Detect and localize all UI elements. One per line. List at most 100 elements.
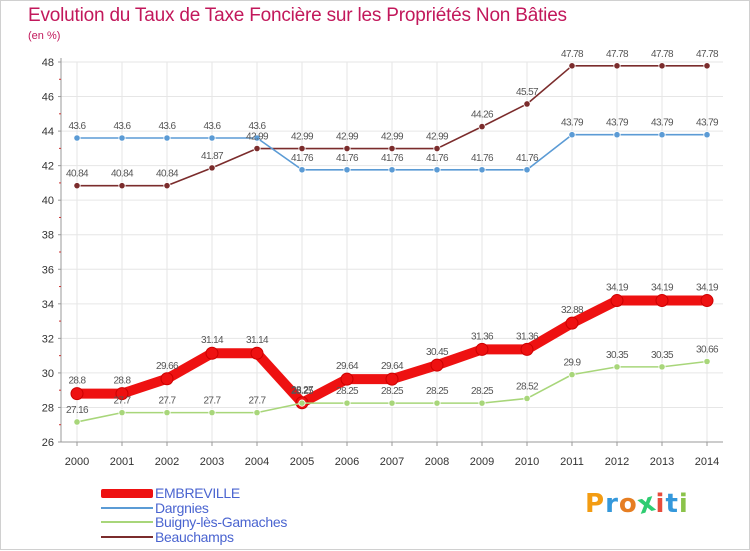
data-label: 31.36 (516, 331, 539, 342)
data-point (208, 409, 216, 417)
data-label: 30.35 (606, 350, 629, 361)
data-point (253, 144, 261, 153)
data-label: 41.76 (426, 153, 449, 164)
data-label: 43.6 (248, 121, 266, 132)
legend-label: EMBREVILLE (155, 485, 240, 501)
y-tick-label: 34 (42, 299, 54, 311)
data-label: 31.14 (201, 335, 224, 346)
data-label: 40.84 (66, 169, 89, 180)
data-point (163, 182, 171, 190)
x-tick-label: 2000 (65, 456, 89, 468)
data-point (433, 166, 441, 174)
y-tick-label: 38 (42, 230, 54, 242)
data-label: 28.25 (381, 386, 404, 397)
data-label: 27.7 (248, 396, 266, 407)
data-label: 47.78 (606, 49, 629, 60)
data-label: 28.8 (68, 376, 86, 387)
data-point (298, 399, 306, 407)
data-point (658, 363, 666, 371)
data-point (115, 387, 129, 401)
data-point (523, 394, 531, 403)
data-point (433, 144, 441, 153)
data-point (523, 100, 531, 108)
data-label: 34.19 (651, 283, 674, 294)
data-label: 42.99 (291, 132, 314, 143)
data-point (565, 316, 579, 330)
legend-label: Buigny-lès-Gamaches (155, 514, 288, 530)
data-point (703, 62, 711, 70)
data-label: 43.79 (606, 118, 629, 129)
logo-letter: r (605, 489, 619, 519)
data-point (298, 144, 306, 153)
data-label: 41.76 (471, 153, 494, 164)
data-label: 28.52 (516, 381, 539, 392)
data-label: 43.79 (696, 118, 719, 129)
legend-label: Beauchamps (155, 528, 234, 545)
y-tick-label: 40 (42, 195, 54, 207)
data-label: 30.45 (426, 347, 449, 358)
data-point (523, 166, 531, 174)
logo-letter: t (665, 489, 679, 519)
y-tick-label: 36 (42, 264, 54, 276)
data-point (388, 399, 396, 407)
data-label: 40.84 (111, 169, 134, 180)
data-point (568, 371, 576, 379)
x-tick-label: 2004 (245, 456, 269, 468)
data-label: 43.79 (651, 118, 674, 129)
data-label: 43.6 (203, 121, 221, 132)
data-label: 41.76 (381, 153, 404, 164)
data-label: 47.78 (561, 49, 584, 60)
legend-swatch (101, 488, 153, 498)
y-tick-label: 46 (42, 92, 54, 104)
y-tick-label: 32 (42, 333, 54, 345)
x-tick-label: 2011 (560, 456, 584, 468)
data-label: 29.9 (563, 358, 581, 369)
data-label: 30.35 (651, 350, 674, 361)
data-point (250, 346, 264, 360)
data-point (118, 409, 126, 417)
data-label: 42.99 (381, 132, 404, 143)
data-label: 34.19 (606, 283, 629, 294)
data-point (343, 166, 351, 174)
data-point (703, 131, 711, 139)
legend-swatch (101, 506, 153, 509)
data-label: 41.76 (516, 153, 539, 164)
y-tick-label: 26 (42, 437, 54, 449)
data-label: 41.76 (291, 153, 314, 164)
data-point (163, 134, 171, 142)
data-label: 40.84 (156, 169, 179, 180)
data-point (568, 62, 576, 70)
data-label: 44.26 (471, 110, 494, 121)
data-label: 29.64 (381, 361, 404, 372)
data-point (613, 62, 621, 70)
data-point (388, 144, 396, 153)
logo-letter: P (585, 489, 606, 519)
data-point (568, 131, 576, 139)
data-point (163, 409, 171, 417)
data-label: 29.66 (156, 361, 179, 372)
y-tick-label: 44 (42, 126, 54, 138)
data-label: 29.64 (336, 361, 359, 372)
y-unit-label: (en %) (28, 30, 61, 42)
x-tick-label: 2009 (470, 456, 494, 468)
x-tick-label: 2006 (335, 456, 359, 468)
data-label: 27.7 (203, 396, 221, 407)
data-label: 31.36 (471, 331, 494, 342)
data-label: 32.88 (561, 305, 584, 316)
legend-swatch (101, 521, 153, 523)
data-point (205, 346, 219, 360)
data-point (520, 342, 534, 356)
data-label: 41.87 (201, 151, 224, 162)
x-tick-label: 2007 (380, 456, 404, 468)
data-point (343, 144, 351, 153)
data-label: 27.7 (113, 396, 131, 407)
data-label: 28.25 (426, 386, 449, 397)
data-label: 28.25 (336, 386, 359, 397)
logo-letter: o (618, 489, 638, 519)
data-point (655, 294, 669, 308)
data-label: 28.27 (291, 385, 314, 396)
y-tick-label: 48 (42, 57, 54, 69)
data-label: 43.6 (68, 121, 86, 132)
data-label: 28.8 (113, 376, 131, 387)
